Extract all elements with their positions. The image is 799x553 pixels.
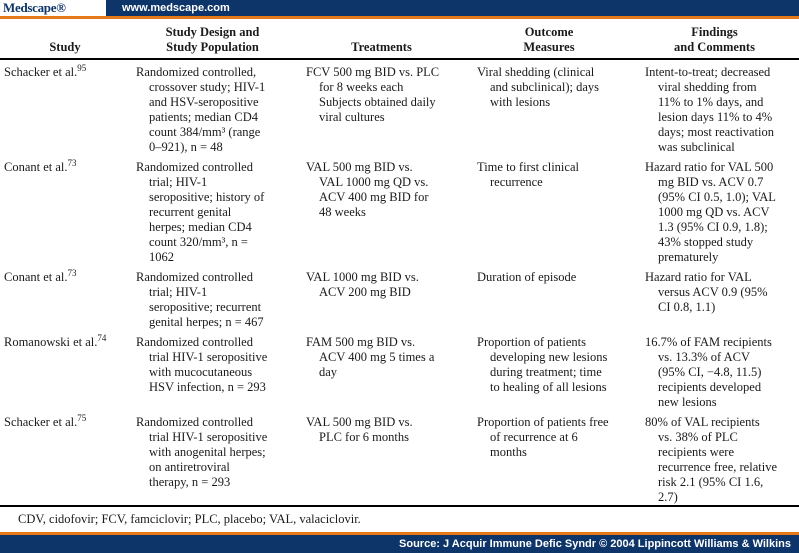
treatments-cell: VAL 1000 mg BID vs. ACV 200 mg BID xyxy=(306,270,419,299)
outcome-cell: Proportion of patients free of recurrenc… xyxy=(477,415,609,459)
study-cell: Romanowski et al.74 xyxy=(0,330,130,410)
studies-table: Study Study Design and Study Population … xyxy=(0,22,799,507)
treatments-cell: FCV 500 mg BID vs. PLC for 8 weeks each … xyxy=(306,65,440,124)
study-name: Schacker et al. xyxy=(4,65,78,79)
reference-superscript: 73 xyxy=(67,267,77,278)
outcome-cell: Proportion of patients developing new le… xyxy=(477,335,608,394)
table-header-row: Study Study Design and Study Population … xyxy=(0,22,799,60)
findings-cell: 16.7% of FAM recipients vs. 13.3% of ACV… xyxy=(645,335,772,409)
table-row: Schacker et al.95 Randomized controlled,… xyxy=(0,59,799,155)
reference-superscript: 74 xyxy=(97,332,107,343)
source-bar: Source: J Acquir Immune Defic Syndr © 20… xyxy=(0,535,799,553)
outcome-cell: Duration of episode xyxy=(477,270,577,284)
top-bar: Medscape® www.medscape.com xyxy=(0,0,799,16)
column-header-study: Study xyxy=(0,22,130,60)
abbreviations-footnote: CDV, cidofovir; FCV, famciclovir; PLC, p… xyxy=(18,512,361,526)
source-citation: Source: J Acquir Immune Defic Syndr © 20… xyxy=(399,538,791,550)
study-name: Conant et al. xyxy=(4,160,68,174)
table-content: Study Study Design and Study Population … xyxy=(0,19,799,532)
column-header-design: Study Design and Study Population xyxy=(130,22,295,60)
design-cell: Randomized controlled trial; HIV-1 serop… xyxy=(136,160,265,264)
column-header-treatments: Treatments xyxy=(295,22,468,60)
reference-superscript: 75 xyxy=(77,412,87,423)
top-orange-rule xyxy=(0,16,799,19)
outcome-cell: Time to first clinical recurrence xyxy=(477,160,579,189)
column-header-outcome: Outcome Measures xyxy=(468,22,630,60)
table-row: Schacker et al.75 Randomized controlled … xyxy=(0,410,799,506)
medscape-logo: Medscape® xyxy=(3,0,66,15)
column-header-findings: Findings and Comments xyxy=(630,22,799,60)
bottom-orange-rule xyxy=(0,532,799,535)
reference-superscript: 95 xyxy=(77,62,87,73)
study-cell: Conant et al.73 xyxy=(0,265,130,330)
design-cell: Randomized controlled trial HIV-1 seropo… xyxy=(136,335,268,394)
reference-superscript: 73 xyxy=(67,157,77,168)
study-name: Schacker et al. xyxy=(4,415,78,429)
table-row: Conant et al.73 Randomized controlled tr… xyxy=(0,155,799,265)
findings-cell: Intent-to-treat; decreased viral sheddin… xyxy=(645,65,774,154)
findings-cell: 80% of VAL recipients vs. 38% of PLC rec… xyxy=(645,415,778,504)
medscape-logo-box: Medscape® xyxy=(0,0,106,16)
table-row: Conant et al.73 Randomized controlled tr… xyxy=(0,265,799,330)
study-cell: Schacker et al.75 xyxy=(0,410,130,506)
study-cell: Conant et al.73 xyxy=(0,155,130,265)
treatments-cell: VAL 500 mg BID vs. VAL 1000 mg QD vs. AC… xyxy=(306,160,429,219)
table-row: Romanowski et al.74 Randomized controlle… xyxy=(0,330,799,410)
treatments-cell: FAM 500 mg BID vs. ACV 400 mg 5 times a … xyxy=(306,335,435,379)
design-cell: Randomized controlled trial; HIV-1 serop… xyxy=(136,270,264,329)
design-cell: Randomized controlled trial HIV-1 seropo… xyxy=(136,415,268,489)
design-cell: Randomized controlled, crossover study; … xyxy=(136,65,266,154)
study-name: Conant et al. xyxy=(4,270,68,284)
outcome-cell: Viral shedding (clinical and subclinical… xyxy=(477,65,599,109)
findings-cell: Hazard ratio for VAL 500 mg BID vs. ACV … xyxy=(645,160,776,264)
study-cell: Schacker et al.95 xyxy=(0,59,130,155)
study-name: Romanowski et al. xyxy=(4,335,98,349)
treatments-cell: VAL 500 mg BID vs. PLC for 6 months xyxy=(306,415,413,444)
findings-cell: Hazard ratio for VAL versus ACV 0.9 (95%… xyxy=(645,270,768,314)
site-url: www.medscape.com xyxy=(122,2,230,14)
